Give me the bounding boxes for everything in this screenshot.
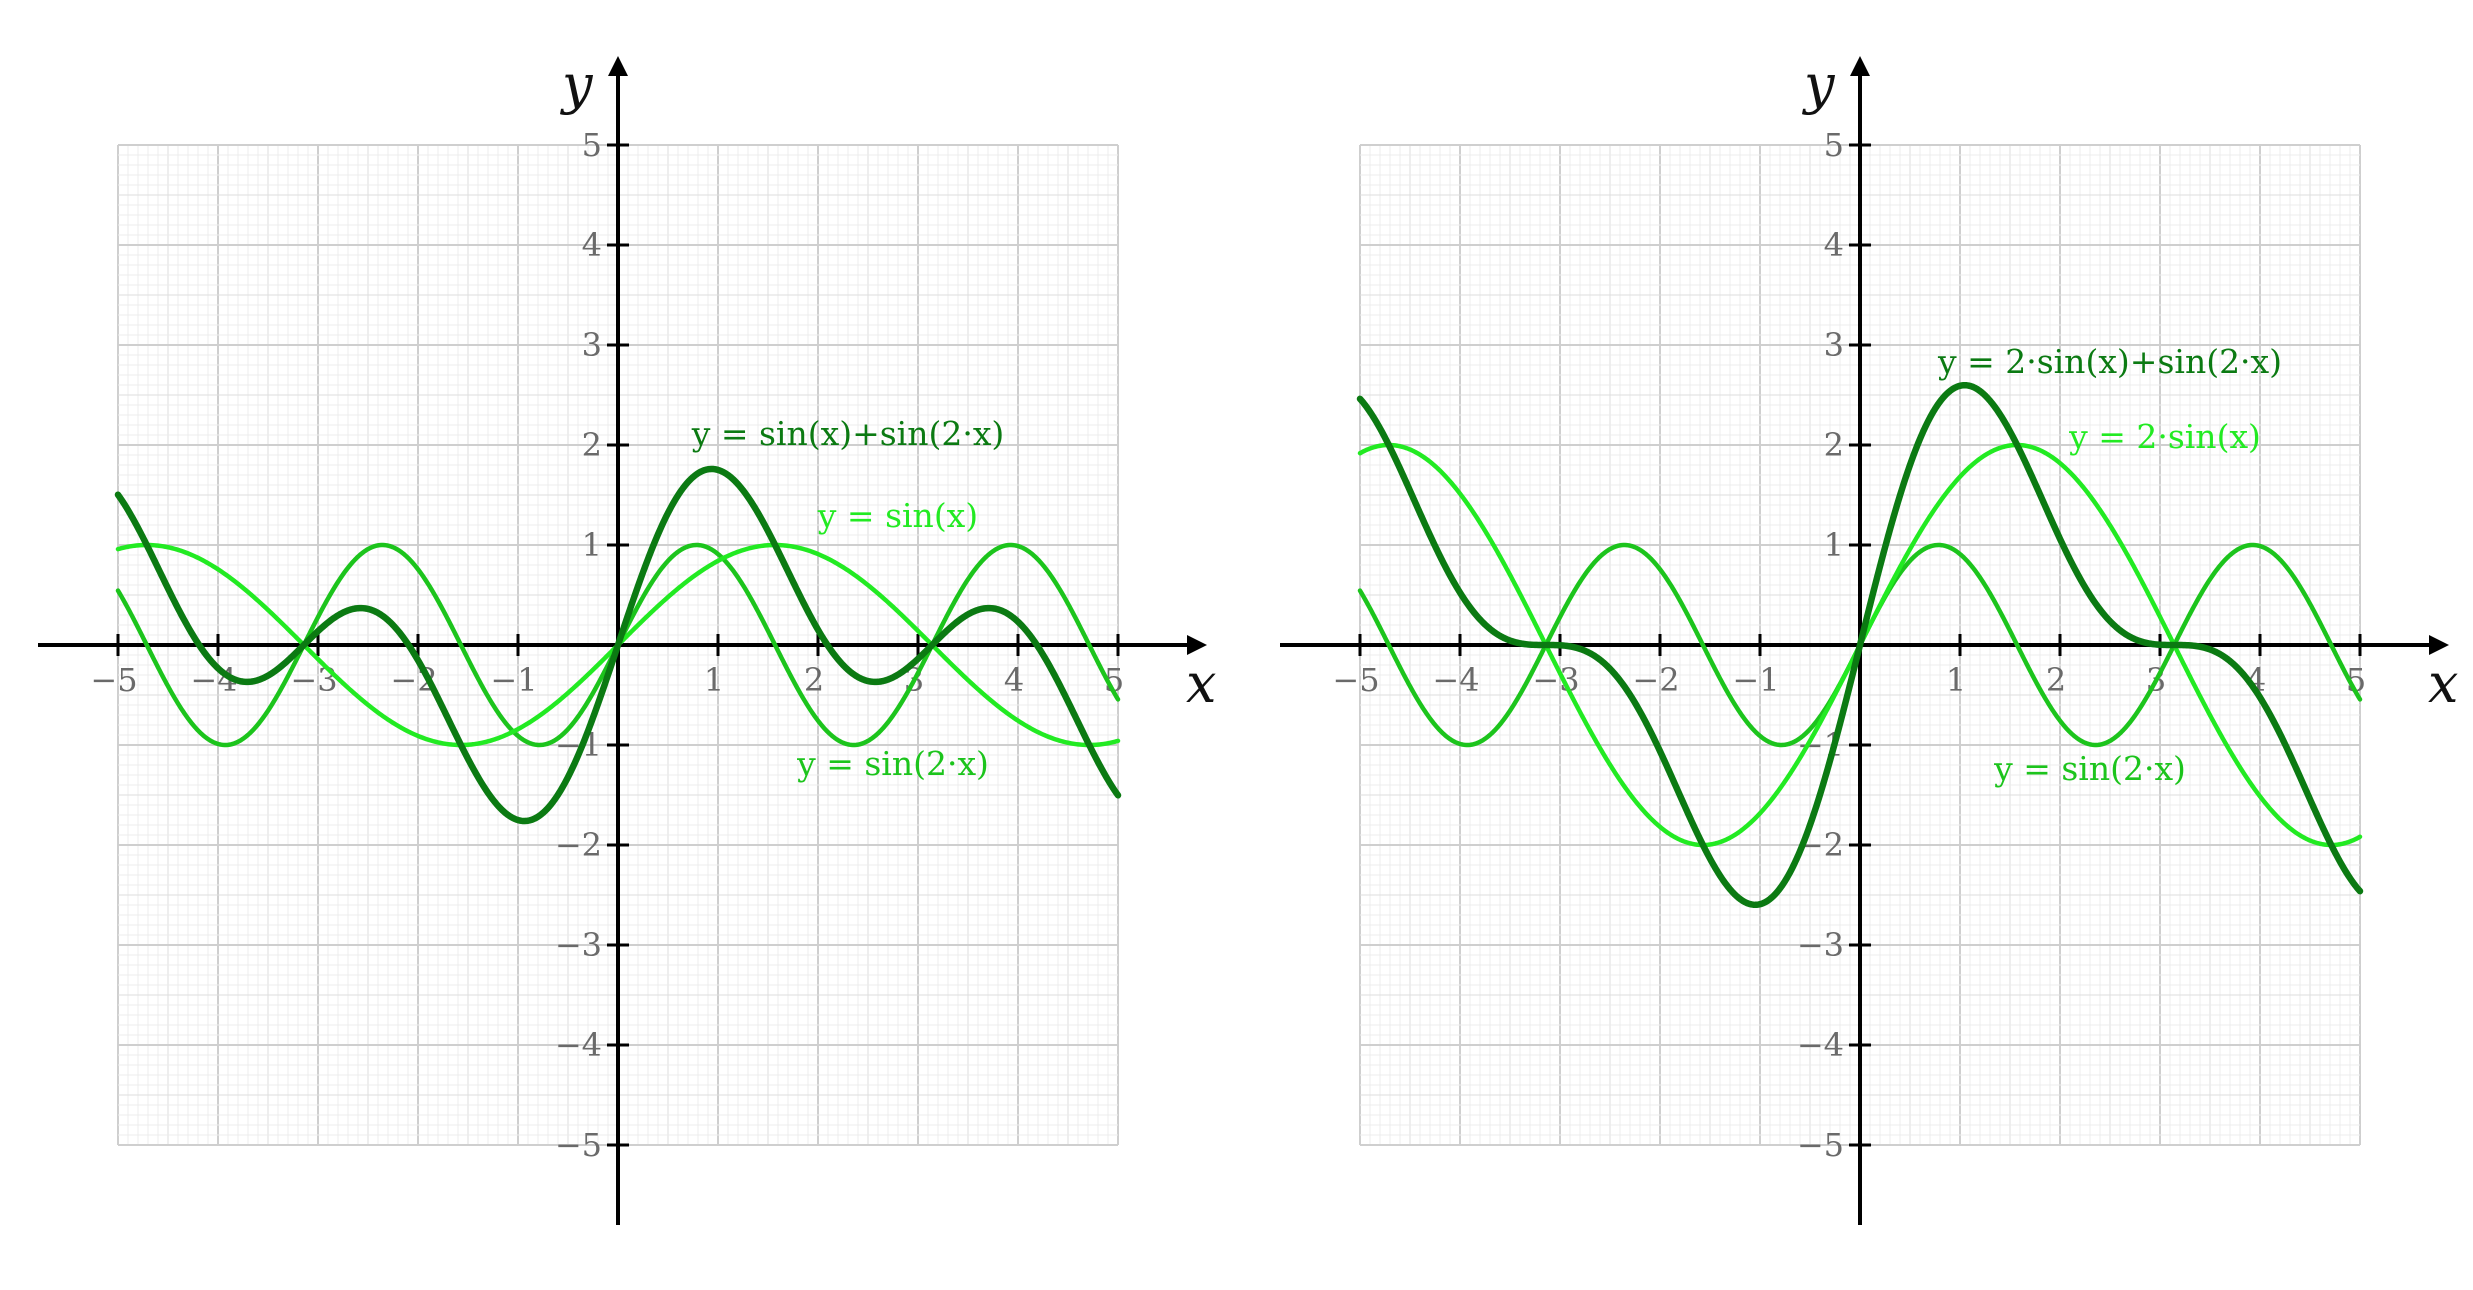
x-tick-label: −5 bbox=[1332, 661, 1379, 699]
x-axis-label: x bbox=[1186, 652, 1216, 715]
y-tick-label: −3 bbox=[1797, 926, 1844, 964]
y-tick-label: −2 bbox=[555, 826, 602, 864]
x-tick-label: −4 bbox=[1432, 661, 1479, 699]
y-tick-label: 2 bbox=[582, 426, 602, 464]
series-line bbox=[114, 465, 1122, 825]
y-tick-label: 5 bbox=[582, 126, 602, 164]
y-tick-label: 1 bbox=[582, 526, 602, 564]
x-tick-label: 1 bbox=[1946, 661, 1966, 699]
series-label: y = sin(2·x) bbox=[1993, 749, 2186, 788]
x-tick-label: −3 bbox=[290, 661, 337, 699]
series-label: y = 2·sin(x)+sin(2·x) bbox=[1937, 342, 2282, 381]
x-tick-label: 2 bbox=[2046, 661, 2066, 699]
y-tick-label: 2 bbox=[1824, 426, 1844, 464]
y-tick-label: −4 bbox=[555, 1026, 602, 1064]
y-axis-label: y bbox=[1802, 53, 1836, 116]
x-tick-label: 2 bbox=[804, 661, 824, 699]
y-tick-label: 4 bbox=[582, 226, 602, 264]
y-tick-label: −4 bbox=[1797, 1026, 1844, 1064]
series-label: y = 2·sin(x) bbox=[2068, 417, 2261, 456]
x-tick-label: −1 bbox=[490, 661, 537, 699]
x-tick-label: 4 bbox=[1004, 661, 1024, 699]
x-tick-label: 5 bbox=[2346, 661, 2366, 699]
y-tick-label: 1 bbox=[1824, 526, 1844, 564]
y-tick-label: −5 bbox=[1797, 1126, 1844, 1164]
series-label: y = sin(x) bbox=[817, 496, 978, 535]
y-axis-label: y bbox=[560, 53, 594, 116]
x-axis-label: x bbox=[2428, 652, 2458, 715]
y-tick-label: −5 bbox=[555, 1126, 602, 1164]
x-tick-label: 1 bbox=[704, 661, 724, 699]
series-line bbox=[1356, 381, 2364, 909]
y-tick-label: 3 bbox=[582, 326, 602, 364]
x-tick-label: −5 bbox=[90, 661, 137, 699]
y-tick-label: −3 bbox=[555, 926, 602, 964]
x-tick-label: −1 bbox=[1732, 661, 1779, 699]
series-label: y = sin(x)+sin(2·x) bbox=[691, 414, 1005, 453]
x-tick-label: 5 bbox=[1104, 661, 1124, 699]
x-tick-label: −2 bbox=[1632, 661, 1679, 699]
y-tick-label: 3 bbox=[1824, 326, 1844, 364]
y-tick-label: 4 bbox=[1824, 226, 1844, 264]
y-tick-label: 5 bbox=[1824, 126, 1844, 164]
series-label: y = sin(2·x) bbox=[796, 744, 989, 783]
